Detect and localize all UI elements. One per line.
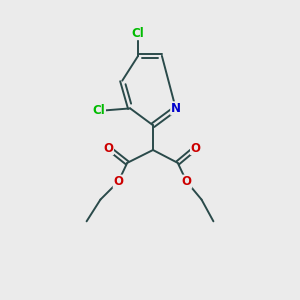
Text: O: O — [113, 175, 123, 188]
Text: O: O — [103, 142, 113, 154]
Text: Cl: Cl — [93, 104, 105, 117]
Text: N: N — [171, 102, 181, 115]
Text: O: O — [182, 175, 192, 188]
Text: O: O — [190, 142, 201, 154]
Text: Cl: Cl — [132, 27, 145, 40]
